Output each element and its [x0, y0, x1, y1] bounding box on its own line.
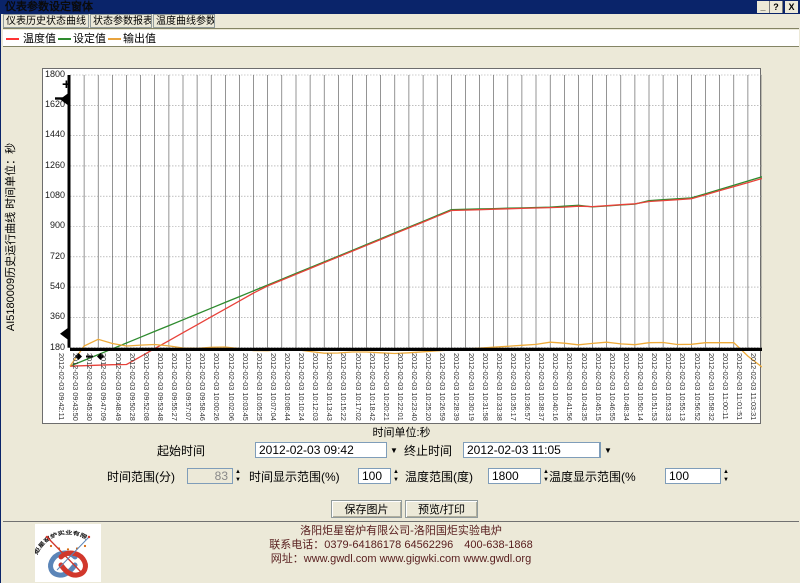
- svg-text:+: +: [62, 76, 71, 93]
